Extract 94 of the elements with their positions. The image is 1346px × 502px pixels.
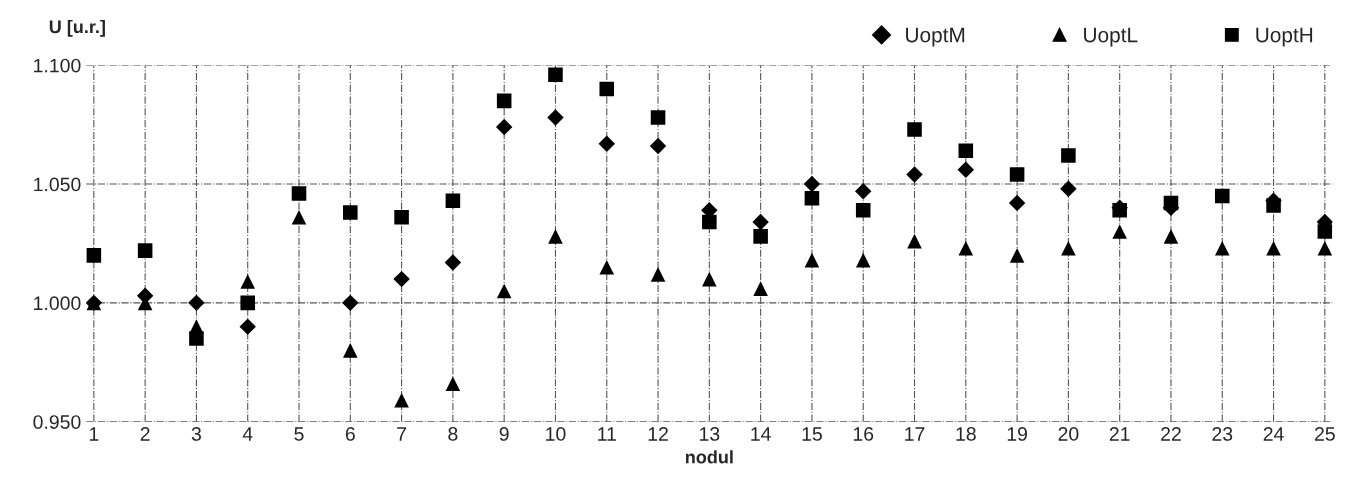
x-tick-label: 2: [140, 427, 150, 441]
point: [240, 274, 255, 289]
point: [240, 295, 255, 311]
x-tick-label: 15: [802, 427, 822, 441]
point: [394, 393, 409, 408]
point: [1008, 194, 1026, 212]
y-tick-label: 1.000: [34, 296, 81, 311]
point: [547, 109, 564, 126]
y-tick-label: 1.050: [34, 177, 81, 192]
x-tick-label: 22: [1161, 427, 1181, 441]
point: [1009, 167, 1025, 182]
x-tick-label: 4: [242, 427, 253, 441]
x-tick-label: 20: [1058, 427, 1079, 441]
point: [752, 213, 769, 231]
x-tick-label: 7: [397, 427, 407, 441]
x-tick-label: 3: [191, 427, 201, 441]
y-tick-label: 1.100: [34, 58, 81, 73]
x-tick-label: 13: [700, 427, 720, 441]
point: [291, 186, 307, 201]
point: [957, 161, 975, 179]
point: [599, 259, 615, 275]
point: [649, 137, 667, 155]
legend-label: UoptM: [906, 27, 965, 47]
point: [136, 287, 154, 304]
x-tick-label: 14: [751, 427, 771, 441]
point: [650, 110, 666, 125]
point: [958, 240, 974, 256]
x-tick-label: 25: [1315, 427, 1335, 441]
point: [548, 229, 563, 244]
point: [394, 210, 409, 225]
x-tick-label: 23: [1212, 427, 1233, 441]
x-tick-label: 11: [598, 427, 616, 441]
point: [907, 233, 922, 249]
point: [445, 193, 461, 208]
x-axis-title: nodul: [685, 450, 733, 464]
x-tick-label: 12: [648, 427, 668, 441]
point: [86, 248, 102, 263]
point: [650, 267, 666, 282]
point: [804, 191, 820, 206]
point: [1266, 240, 1281, 256]
x-tick-label: 9: [499, 427, 509, 441]
point: [1214, 188, 1230, 204]
point: [803, 175, 821, 193]
point: [189, 319, 204, 334]
x-tick-label: 19: [1007, 427, 1027, 441]
x-tick-label: 8: [448, 427, 458, 441]
point: [958, 143, 974, 159]
point: [1009, 248, 1025, 263]
x-tick-label: 5: [294, 427, 304, 441]
point: [188, 294, 205, 312]
point: [855, 182, 872, 200]
point: [343, 205, 358, 220]
point: [444, 254, 462, 271]
y-tick-label: 0.950: [33, 415, 81, 429]
point: [445, 376, 461, 391]
point: [1112, 224, 1127, 239]
point: [1163, 229, 1179, 244]
y-axis-title: U [u.r.]: [49, 19, 105, 37]
point: [804, 252, 820, 268]
x-tick-label: 17: [905, 427, 925, 441]
point: [1317, 240, 1333, 256]
point: [907, 122, 922, 137]
point: [598, 135, 615, 152]
point: [239, 318, 256, 335]
point: [137, 243, 153, 258]
point: [343, 343, 358, 358]
x-tick-label: 24: [1263, 427, 1284, 441]
point: [1060, 180, 1077, 198]
point: [496, 283, 512, 299]
point: [855, 252, 871, 268]
x-tick-label: 18: [956, 427, 976, 441]
point: [1061, 148, 1076, 163]
legend-label: UoptH: [1256, 27, 1313, 47]
point: [753, 281, 768, 296]
point: [906, 166, 923, 183]
point: [291, 210, 307, 225]
point: [496, 93, 512, 109]
legend-label: UoptL: [1084, 27, 1138, 47]
x-tick-label: 10: [546, 427, 566, 441]
x-tick-label: 16: [853, 427, 874, 441]
point: [599, 81, 615, 97]
x-tick-label: 21: [1109, 427, 1130, 441]
point: [1214, 240, 1230, 256]
point: [342, 294, 359, 312]
x-tick-label: 6: [345, 427, 355, 441]
point: [393, 270, 410, 288]
x-tick-label: 1: [89, 427, 99, 441]
point: [702, 271, 717, 287]
point: [702, 214, 717, 230]
point: [855, 202, 871, 218]
point: [548, 67, 563, 83]
point: [495, 118, 513, 136]
point: [1061, 240, 1076, 256]
point: [753, 229, 768, 244]
